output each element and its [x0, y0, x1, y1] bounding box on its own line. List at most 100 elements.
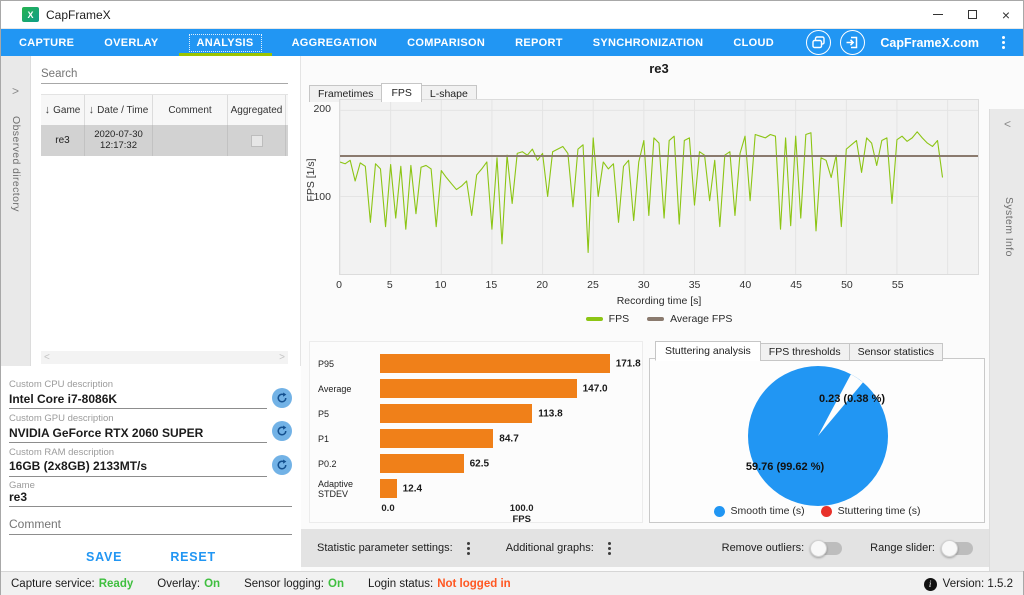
scroll-right-icon[interactable]: > — [279, 352, 285, 363]
login-icon — [846, 36, 858, 49]
comment-input[interactable] — [9, 517, 267, 531]
column-header-game[interactable]: ↓ Game — [41, 95, 85, 125]
records-table: ↓ Game ↓ Date / Time Comment Aggregated re… — [41, 94, 288, 156]
nav-overflow-menu-button[interactable] — [996, 32, 1011, 53]
table-row[interactable]: re3 2020-07-30 12:17:32 — [41, 125, 288, 156]
bar-value-label: 147.0 — [582, 383, 608, 394]
tab-frametimes[interactable]: Frametimes — [309, 85, 383, 102]
bar: 147.0 — [380, 379, 608, 398]
main-nav: CAPTURE OVERLAY ANALYSIS AGGREGATION COM… — [1, 29, 1023, 56]
ram-refresh-button[interactable] — [272, 455, 292, 475]
system-info-label: System Info — [1003, 197, 1015, 257]
cpu-refresh-button[interactable] — [272, 388, 292, 408]
horizontal-scrollbar[interactable]: < > — [41, 351, 288, 364]
nav-tab-comparison[interactable]: COMPARISON — [407, 36, 486, 49]
statistic-bar-row: P95 171.8 — [318, 351, 641, 376]
ram-description-label: Custom RAM description — [9, 447, 115, 458]
fps-line-swatch — [585, 317, 603, 321]
close-button[interactable]: × — [1001, 6, 1011, 23]
status-bar: Capture service: Ready Overlay: On Sensor … — [1, 571, 1023, 595]
range-slider-toggle[interactable] — [941, 539, 973, 557]
info-icon[interactable]: i — [923, 577, 937, 591]
y-axis-tick: 100 — [313, 190, 331, 203]
login-button[interactable] — [840, 30, 866, 55]
nav-tab-cloud[interactable]: CLOUD — [733, 36, 775, 49]
expand-system-info-chevron-icon[interactable]: < — [1003, 117, 1011, 131]
screenshot-gallery-button[interactable] — [806, 30, 832, 55]
fps-chart-legend: FPS Average FPS — [339, 313, 979, 325]
nav-tab-capture[interactable]: CAPTURE — [19, 36, 75, 49]
statistic-bar-row: P5 113.8 — [318, 401, 610, 426]
x-axis-tick: 55 — [891, 279, 904, 291]
legend-item-fps: FPS — [585, 313, 629, 325]
observed-directory-label: Observed directory — [10, 116, 22, 212]
form-actions: SAVE RESET — [1, 544, 301, 570]
game-name-input[interactable] — [9, 490, 267, 504]
bar-chart-x-axis-label: FPS — [512, 514, 531, 525]
login-status: Login status: Not logged in — [367, 578, 511, 590]
system-description-form: Custom CPU description Custom GPU descri… — [1, 366, 301, 571]
x-axis-tick: 25 — [587, 279, 599, 291]
bar-value-label: 84.7 — [499, 433, 519, 444]
cpu-description-label: Custom CPU description — [9, 379, 114, 390]
stuttering-pie-chart: 0.23 (0.38 %) 59.76 (99.62 %) Smooth tim… — [649, 358, 985, 523]
fps-chart-y-ticks: 100 200 — [301, 99, 335, 275]
sort-desc-icon: ↓ — [88, 104, 95, 116]
stuttering-slice — [818, 374, 863, 436]
app-logo-icon: X — [22, 7, 39, 22]
nav-tab-synchronization[interactable]: SYNCHRONIZATION — [592, 36, 704, 49]
bar-category-label: P95 — [318, 358, 335, 369]
fps-chart-x-ticks: 0 5 10 15 20 25 30 35 40 45 50 55 — [336, 279, 979, 293]
nav-tab-analysis[interactable]: ANALYSIS — [174, 29, 277, 56]
minimize-icon — [933, 14, 943, 15]
column-header-comment[interactable]: Comment — [153, 95, 228, 125]
tab-stuttering-analysis[interactable]: Stuttering analysis — [655, 341, 761, 361]
ram-description-input[interactable] — [9, 459, 267, 473]
statistic-settings-menu-button[interactable] — [461, 538, 476, 559]
column-header-aggregated[interactable]: Aggregated — [228, 95, 286, 125]
website-link[interactable]: CapFrameX.com — [880, 35, 979, 50]
maximize-button[interactable] — [955, 1, 989, 28]
save-button[interactable]: SAVE — [76, 544, 132, 570]
x-axis-tick: 5 — [386, 279, 393, 291]
version-label: Version: 1.5.2 — [942, 578, 1013, 590]
statistic-bar-row: Average 147.0 — [318, 376, 610, 401]
bar-chart-x-ticks: 0.0 100.0 — [310, 503, 642, 515]
game-label: Game — [9, 480, 35, 491]
smooth-slice-label: 59.76 (99.62 %) — [746, 461, 825, 473]
cpu-description-input[interactable] — [9, 392, 267, 406]
tab-fps[interactable]: FPS — [381, 83, 422, 102]
minimize-button[interactable] — [921, 1, 955, 28]
tab-sensor-statistics[interactable]: Sensor statistics — [848, 343, 944, 361]
stuttering-analysis-panel: Stuttering analysis FPS thresholds Senso… — [649, 341, 985, 523]
refresh-icon — [277, 425, 287, 436]
additional-graphs-menu-button[interactable] — [602, 538, 617, 559]
nav-tab-overlay[interactable]: OVERLAY — [104, 36, 159, 49]
window-controls: × — [921, 1, 1023, 28]
column-header-date-time[interactable]: ↓ Date / Time — [85, 95, 153, 125]
bar: 62.5 — [380, 454, 489, 473]
x-axis-tick: 10 — [434, 279, 447, 291]
remove-outliers-toggle[interactable] — [810, 539, 843, 557]
fps-line-chart[interactable] — [339, 99, 979, 275]
statistic-settings-label: Statistic parameter settings: — [317, 542, 453, 554]
nav-tab-report[interactable]: REPORT — [515, 36, 563, 49]
range-slider-label: Range slider: — [870, 542, 935, 554]
scroll-left-icon[interactable]: < — [44, 352, 50, 363]
reset-button[interactable]: RESET — [160, 544, 226, 570]
x-axis-tick: 0.0 — [381, 503, 395, 514]
gpu-refresh-button[interactable] — [272, 421, 292, 441]
gpu-description-input[interactable] — [9, 426, 267, 440]
x-axis-tick: 50 — [841, 279, 853, 291]
expand-directory-chevron-icon[interactable]: > — [11, 84, 19, 98]
fps-chart-x-axis-label: Recording time [s] — [616, 295, 702, 307]
tab-fps-thresholds[interactable]: FPS thresholds — [759, 343, 850, 361]
bar-category-label: P1 — [318, 433, 330, 444]
sort-desc-icon: ↓ — [44, 104, 51, 116]
nav-tab-aggregation[interactable]: AGGREGATION — [291, 36, 378, 49]
search-input[interactable] — [41, 68, 288, 80]
aggregated-checkbox[interactable] — [250, 134, 263, 147]
x-axis-tick: 20 — [536, 279, 549, 291]
analysis-main-area: re3 Frametimes FPS L-shape FPS [1/s] 100… — [301, 56, 989, 571]
